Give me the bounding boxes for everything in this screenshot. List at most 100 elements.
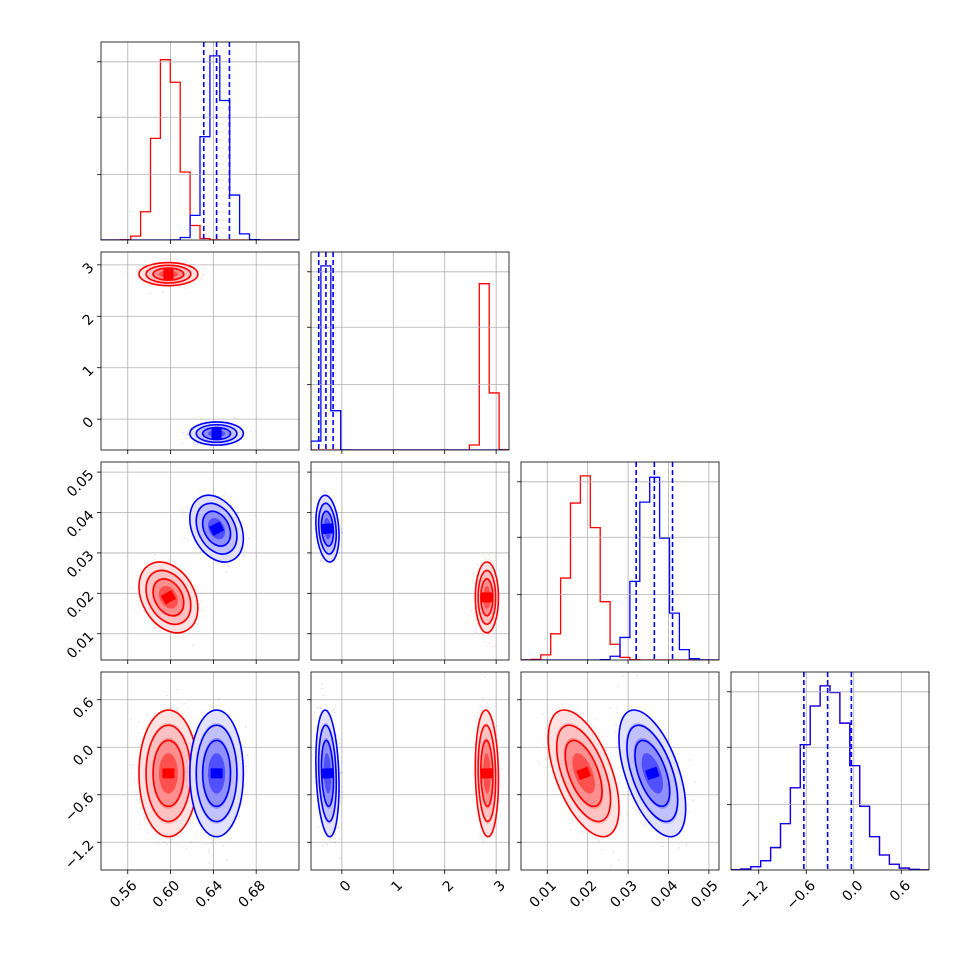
panel-3-1: 0 1 2 3 [307, 671, 510, 896]
panel-3-2: 0.01 0.02 0.03 0.04 0.05 [517, 671, 722, 911]
density-peak-1 [321, 768, 334, 779]
density-peak-1 [208, 521, 225, 536]
contour-line-1 [189, 421, 245, 446]
contour-line-0 [564, 739, 603, 808]
density-peak-0 [163, 268, 174, 281]
y-tick-label: 0.0 [70, 742, 97, 769]
density-peak-1 [321, 523, 334, 535]
contour-line-1 [201, 426, 232, 441]
contour-line-0 [152, 739, 185, 808]
x-tick-label: 0 [337, 878, 355, 896]
contour-line-0 [480, 578, 494, 617]
histogram-series-0 [731, 685, 929, 870]
panel-frame [100, 671, 300, 871]
contour-line-1 [315, 494, 340, 563]
contour-line-1 [201, 510, 232, 547]
contour-line-1 [317, 502, 338, 555]
contour-line-0 [477, 569, 497, 626]
x-tick-label: 0.56 [107, 878, 140, 911]
panel-frame [520, 461, 720, 661]
contour-line-1 [195, 502, 238, 555]
x-tick-label: 0.64 [193, 878, 226, 911]
x-tick-label: 2 [440, 878, 458, 896]
panel-2-2 [517, 461, 720, 664]
y-tick-label: 0.04 [64, 507, 97, 540]
y-tick-label: 0.02 [64, 588, 97, 621]
density-peak-0 [480, 592, 493, 603]
panel-frame [730, 671, 930, 871]
x-tick-label: 3 [491, 878, 509, 896]
contour-line-1 [626, 724, 679, 823]
histogram-series-0 [101, 59, 299, 240]
panel-frame [100, 41, 300, 241]
contour-line-1 [195, 423, 238, 444]
density-peak-0 [480, 768, 493, 779]
density-peak-0 [576, 766, 592, 781]
x-tick-label: 0.68 [236, 878, 269, 911]
x-tick-label: −1.2 [736, 878, 771, 913]
contour-line-1 [320, 510, 335, 547]
contour-line-1 [618, 709, 687, 838]
contour-line-0 [474, 709, 500, 838]
contour-line-0 [138, 561, 199, 634]
x-tick-label: 1 [388, 878, 406, 896]
histogram-series-1 [731, 685, 929, 870]
contour-line-0 [547, 709, 620, 838]
density-peak-1 [645, 766, 660, 781]
panel-1-1 [307, 251, 510, 454]
panel-frame [100, 251, 300, 451]
panel-frame [310, 251, 510, 451]
y-tick-label: 0.6 [70, 695, 97, 722]
x-tick-label: 0.01 [527, 878, 560, 911]
contour-line-1 [320, 739, 335, 808]
density-peak-1 [211, 427, 222, 440]
contour-line-1 [189, 709, 245, 838]
contour-line-1 [201, 739, 232, 808]
x-tick-label: 0.60 [150, 878, 183, 911]
contour-line-1 [634, 739, 671, 808]
x-tick-label: 0.03 [607, 878, 640, 911]
panel-1-0: 0 1 2 3 [80, 251, 300, 454]
contour-line-0 [555, 724, 612, 823]
panel-frame [100, 461, 300, 661]
panel-frame [310, 671, 510, 871]
x-tick-label: 0.02 [567, 878, 600, 911]
x-tick-label: 0.0 [839, 878, 866, 905]
histogram-series-0 [521, 475, 719, 660]
y-tick-label: 0.05 [64, 467, 97, 500]
contour-line-1 [189, 494, 245, 563]
y-tick-label: 3 [80, 260, 98, 278]
contour-line-1 [315, 709, 340, 838]
contour-line-0 [145, 569, 192, 626]
y-tick-label: 2 [80, 311, 98, 329]
contour-line-1 [195, 724, 238, 823]
contour-line-0 [480, 739, 494, 808]
histogram-series-1 [311, 265, 509, 450]
x-tick-label: 0.04 [648, 878, 681, 911]
panel-3-0: −1.2 −0.6 0.0 0.6 0.56 0.60 0.64 0.68 [62, 671, 300, 911]
y-tick-label: −1.2 [62, 837, 97, 872]
panel-2-1 [307, 461, 510, 664]
x-tick-label: 0.6 [887, 878, 914, 905]
contour-line-0 [152, 267, 185, 281]
x-tick-label: −0.6 [784, 878, 819, 913]
contour-line-1 [317, 724, 338, 823]
y-tick-label: 0.01 [64, 629, 97, 662]
panel-frame [520, 671, 720, 871]
panel-3-3: −1.2 −0.6 0.0 0.6 [727, 671, 930, 913]
histogram-series-1 [101, 55, 299, 240]
panel-0-0 [97, 41, 300, 244]
y-tick-label: 1 [80, 363, 98, 381]
y-tick-label: 0 [80, 414, 98, 432]
histogram-series-1 [521, 476, 719, 660]
y-tick-label: 0.03 [64, 548, 97, 581]
panel-2-0: 0.01 0.02 0.03 0.04 0.05 [64, 461, 300, 664]
contour-line-0 [138, 261, 199, 287]
density-peak-0 [160, 590, 177, 605]
x-tick-label: 0.05 [688, 878, 721, 911]
density-peak-1 [210, 768, 223, 779]
contour-line-0 [477, 724, 497, 823]
histogram-series-0 [311, 283, 509, 450]
contour-line-0 [152, 578, 185, 617]
